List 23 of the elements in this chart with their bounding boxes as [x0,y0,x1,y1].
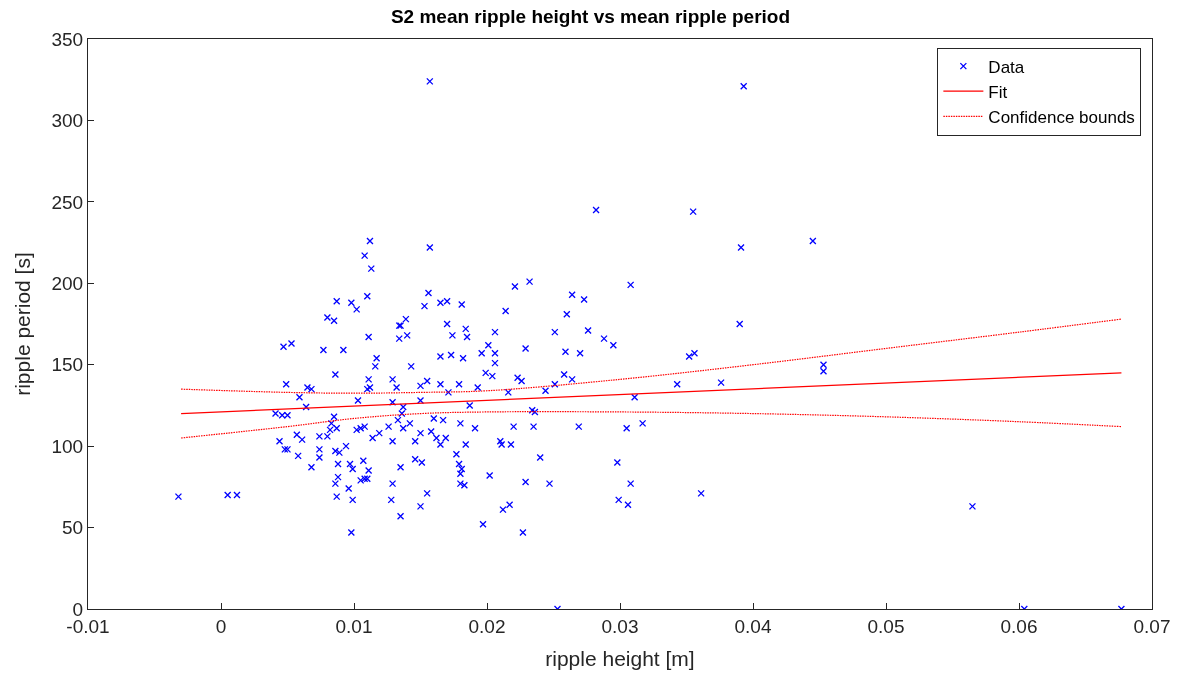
line-series [180,411,1123,439]
legend-label: Data [988,57,1025,77]
y-tick-label: 150 [51,354,84,376]
x-axis-title: ripple height [m] [545,647,695,670]
legend-label: Fit [988,82,1008,102]
x-tick-label: 0.05 [867,615,905,637]
y-axis-title: ripple period [s] [10,252,34,396]
y-tick-label: 300 [51,110,84,132]
x-tick-label: 0 [215,615,227,637]
y-tick-label: 100 [51,435,84,457]
x-tick-label: 0.04 [734,615,772,637]
y-tick-label: 250 [51,191,84,213]
legend-label: Confidence bounds [988,107,1135,127]
x-tick-label: 0.02 [468,615,506,637]
chart-title: S2 mean ripple height vs mean ripple period [390,6,791,28]
y-tick-label: 50 [62,517,84,539]
x-tick-label: 0.03 [601,615,639,637]
line-series [180,318,1123,394]
y-tick-label: 200 [51,272,84,294]
y-tick-label: 350 [51,28,84,50]
x-tick-label: 0.07 [1133,615,1171,637]
x-tick-label: 0.01 [335,615,373,637]
x-tick-label: 0.06 [1000,615,1038,637]
